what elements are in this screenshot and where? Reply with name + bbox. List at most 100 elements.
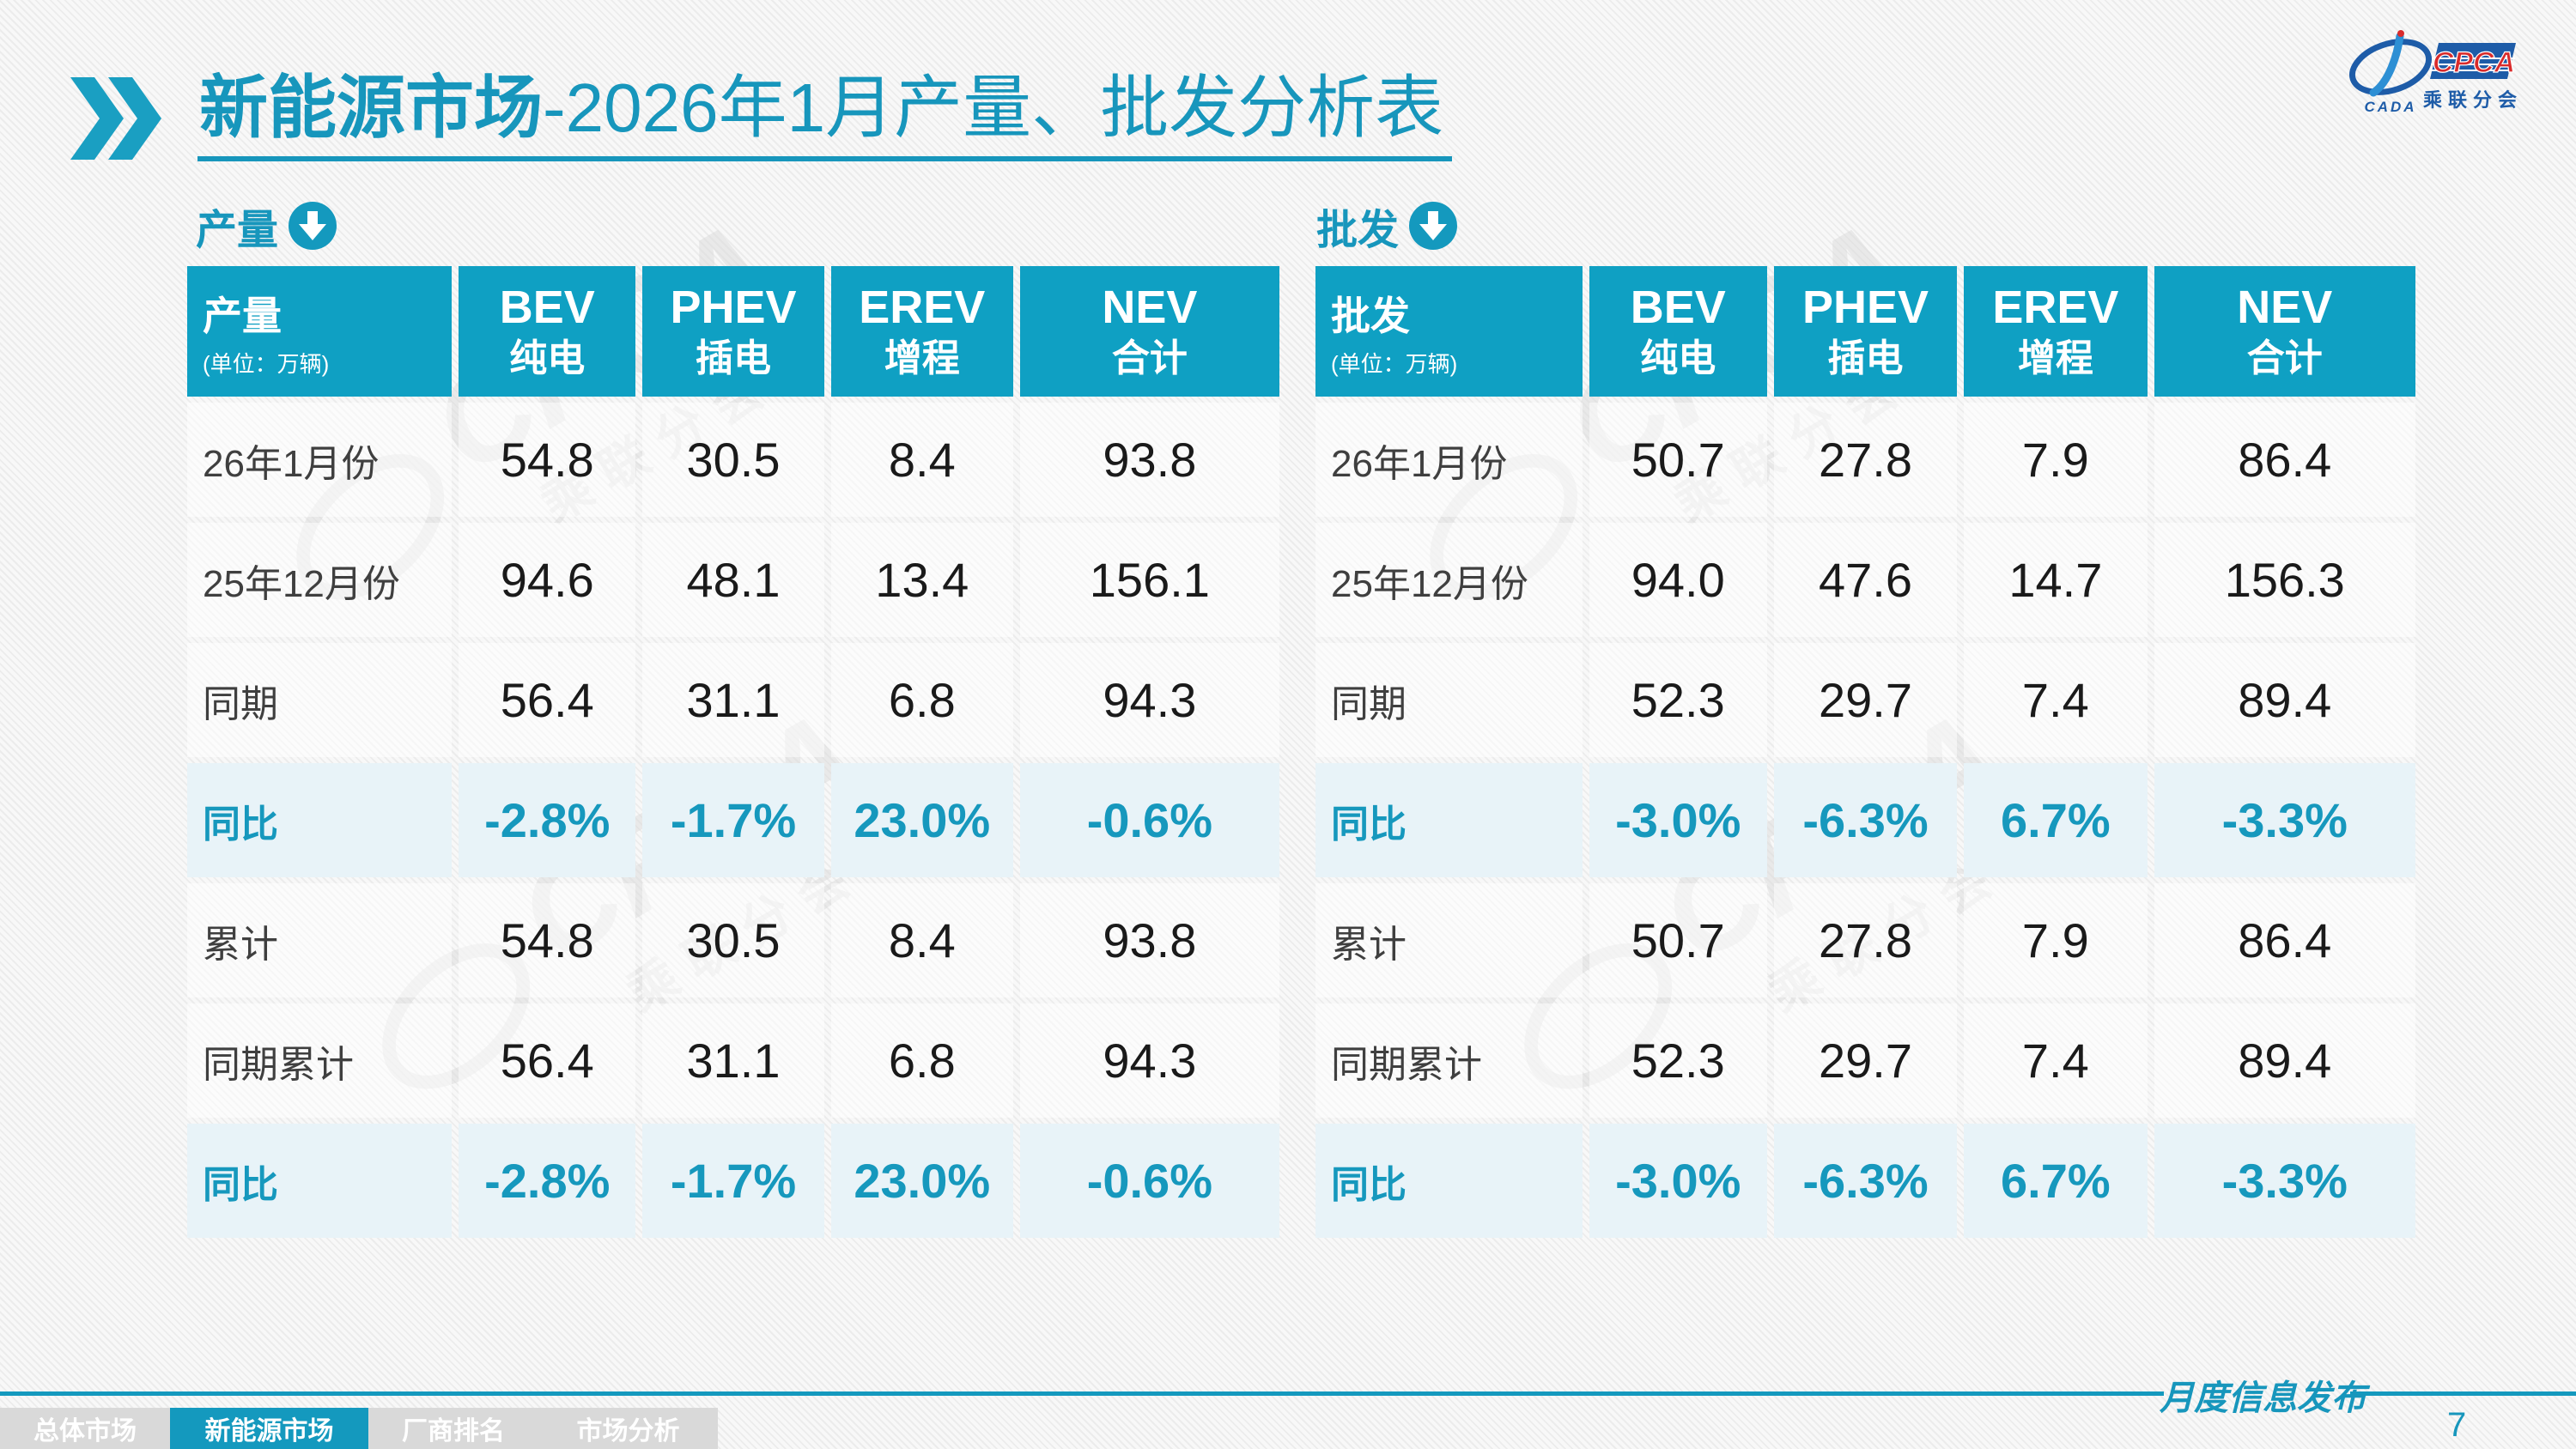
col-abbr: NEV bbox=[2237, 282, 2333, 334]
production-header-nev: NEV 合计 bbox=[1019, 266, 1279, 397]
wholesale-header-phev: PHEV 插电 bbox=[1773, 266, 1958, 397]
cell-value: 86.4 bbox=[2154, 403, 2415, 517]
cell-value: 14.7 bbox=[1964, 523, 2148, 637]
col-abbr: NEV bbox=[1102, 282, 1198, 334]
cell-value: -0.6% bbox=[1019, 763, 1279, 877]
cell-value: -2.8% bbox=[459, 763, 636, 877]
publication-label: 月度信息发布 bbox=[2160, 1378, 2366, 1418]
cell-value: -1.7% bbox=[642, 1124, 824, 1238]
row-label: 同比 bbox=[1315, 1124, 1583, 1238]
cell-value: 7.4 bbox=[1964, 643, 2148, 757]
row-label: 同比 bbox=[187, 763, 453, 877]
cell-value: -3.3% bbox=[2154, 763, 2415, 877]
cell-value: 93.8 bbox=[1019, 403, 1279, 517]
cell-value: 54.8 bbox=[459, 403, 636, 517]
row-label: 25年12月份 bbox=[1315, 523, 1583, 637]
cell-value: 30.5 bbox=[642, 883, 824, 997]
cell-value: 6.8 bbox=[830, 1003, 1013, 1118]
row-label: 累计 bbox=[187, 883, 453, 997]
production-section-text: 产量 bbox=[196, 208, 279, 253]
wholesale-section-text: 批发 bbox=[1316, 208, 1400, 253]
cell-value: 7.4 bbox=[1964, 1003, 2148, 1118]
page-title-rest: -2026年1月产量、批发分析表 bbox=[543, 70, 1444, 146]
cell-value: 23.0% bbox=[830, 763, 1013, 877]
cell-value: 48.1 bbox=[642, 523, 824, 637]
cell-value: 94.3 bbox=[1019, 643, 1279, 757]
cell-value: -6.3% bbox=[1773, 1124, 1958, 1238]
cell-value: 31.1 bbox=[642, 1003, 824, 1118]
production-grid: 产量 (单位：万辆) BEV 纯电 PHEV 插电 EREV 增程 NEV 合计… bbox=[187, 266, 1279, 1238]
cell-value: -1.7% bbox=[642, 763, 824, 877]
down-arrow-icon bbox=[289, 202, 337, 250]
wholesale-header-title: 批发 bbox=[1331, 293, 1410, 338]
logo-cpca-text: CPCA bbox=[2433, 46, 2515, 79]
nav-tab-nev-market[interactable]: 新能源市场 bbox=[170, 1408, 368, 1449]
cell-value: 56.4 bbox=[459, 1003, 636, 1118]
production-header-unit: (单位：万辆) bbox=[203, 350, 330, 377]
logo-cada-text: CADA bbox=[2364, 99, 2416, 115]
down-arrow-icon bbox=[1409, 202, 1458, 250]
cell-value: 23.0% bbox=[830, 1124, 1013, 1238]
nav-tab-overall-market[interactable]: 总体市场 bbox=[0, 1408, 170, 1449]
nav-tab-oem-ranking[interactable]: 厂商排名 bbox=[368, 1408, 538, 1449]
cell-value: 6.7% bbox=[1964, 1124, 2148, 1238]
cell-value: 47.6 bbox=[1773, 523, 1958, 637]
cell-value: 30.5 bbox=[642, 403, 824, 517]
cell-value: -0.6% bbox=[1019, 1124, 1279, 1238]
cell-value: 50.7 bbox=[1589, 883, 1767, 997]
cell-value: 7.9 bbox=[1964, 883, 2148, 997]
col-cn: 插电 bbox=[1827, 336, 1904, 379]
logo-sub-text: 乘联分会 bbox=[2422, 89, 2518, 111]
row-label: 26年1月份 bbox=[187, 403, 453, 517]
page-number: 7 bbox=[2447, 1406, 2467, 1444]
row-label: 同期 bbox=[187, 643, 453, 757]
production-header-title: 产量 bbox=[203, 293, 282, 338]
cell-value: 27.8 bbox=[1773, 883, 1958, 997]
col-cn: 合计 bbox=[1111, 336, 1188, 379]
wholesale-header-nev: NEV 合计 bbox=[2154, 266, 2415, 397]
cell-value: -3.0% bbox=[1589, 763, 1767, 877]
cell-value: 156.3 bbox=[2154, 523, 2415, 637]
row-label: 同期 bbox=[1315, 643, 1583, 757]
col-abbr: EREV bbox=[1992, 282, 2119, 334]
cell-value: 54.8 bbox=[459, 883, 636, 997]
col-cn: 增程 bbox=[2017, 336, 2093, 379]
row-label: 同比 bbox=[187, 1124, 453, 1238]
cell-value: -6.3% bbox=[1773, 763, 1958, 877]
cell-value: 13.4 bbox=[830, 523, 1013, 637]
cell-value: -3.3% bbox=[2154, 1124, 2415, 1238]
row-label: 累计 bbox=[1315, 883, 1583, 997]
bottom-nav: 总体市场 新能源市场 厂商排名 市场分析 bbox=[0, 1408, 718, 1449]
row-label: 25年12月份 bbox=[187, 523, 453, 637]
col-abbr: BEV bbox=[499, 282, 595, 334]
col-abbr: PHEV bbox=[670, 282, 797, 334]
cell-value: 50.7 bbox=[1589, 403, 1767, 517]
col-cn: 增程 bbox=[884, 336, 960, 379]
cell-value: 6.7% bbox=[1964, 763, 2148, 877]
wholesale-header-label-cell: 批发 (单位：万辆) bbox=[1315, 266, 1583, 397]
cell-value: 29.7 bbox=[1773, 643, 1958, 757]
wholesale-section-label: 批发 bbox=[1316, 196, 1458, 256]
row-label: 同比 bbox=[1315, 763, 1583, 877]
cell-value: 8.4 bbox=[830, 403, 1013, 517]
footer-rule-right bbox=[2350, 1391, 2576, 1396]
cell-value: 94.0 bbox=[1589, 523, 1767, 637]
nav-tab-market-analysis[interactable]: 市场分析 bbox=[538, 1408, 718, 1449]
cell-value: 89.4 bbox=[2154, 643, 2415, 757]
row-label: 同期累计 bbox=[187, 1003, 453, 1118]
cell-value: 86.4 bbox=[2154, 883, 2415, 997]
cell-value: 93.8 bbox=[1019, 883, 1279, 997]
col-cn: 纯电 bbox=[1640, 336, 1716, 379]
col-abbr: PHEV bbox=[1801, 282, 1929, 334]
cell-value: 8.4 bbox=[830, 883, 1013, 997]
cell-value: 156.1 bbox=[1019, 523, 1279, 637]
col-abbr: BEV bbox=[1630, 282, 1726, 334]
double-chevron-icon bbox=[70, 77, 161, 160]
production-header-phev: PHEV 插电 bbox=[642, 266, 824, 397]
cell-value: 89.4 bbox=[2154, 1003, 2415, 1118]
title-row: 新能源市场-2026年1月产量、批发分析表 bbox=[70, 70, 1453, 161]
cell-value: -2.8% bbox=[459, 1124, 636, 1238]
cell-value: 94.3 bbox=[1019, 1003, 1279, 1118]
cell-value: 56.4 bbox=[459, 643, 636, 757]
